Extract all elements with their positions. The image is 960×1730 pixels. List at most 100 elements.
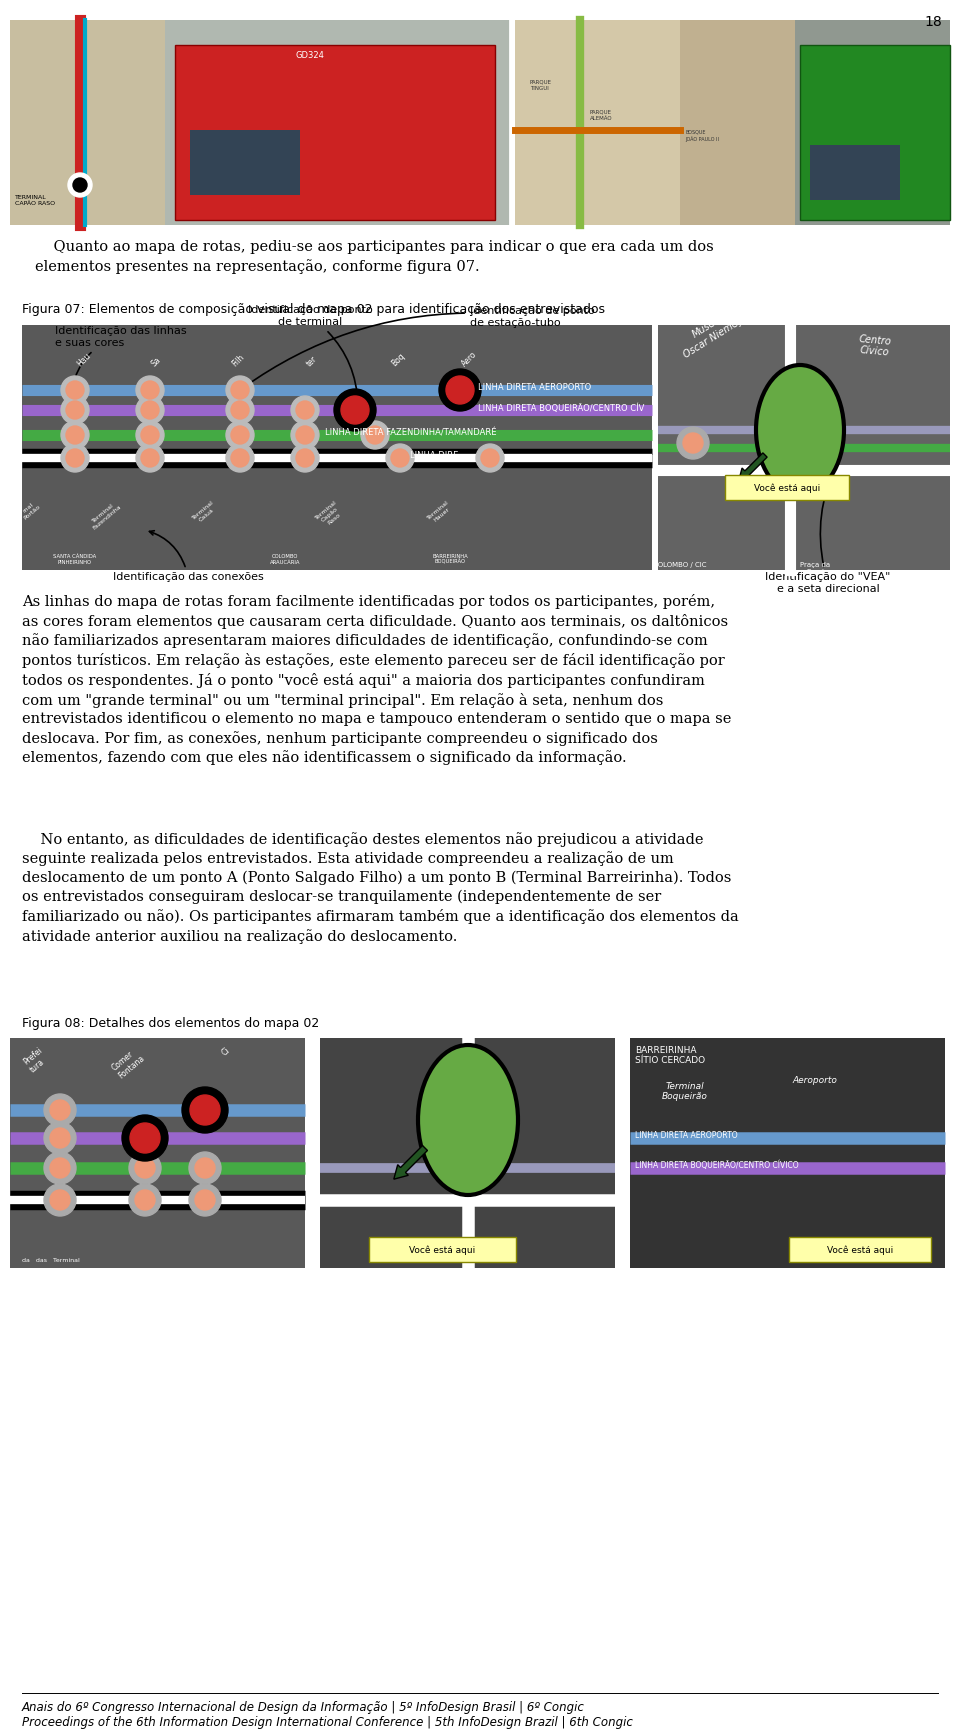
- Circle shape: [296, 401, 314, 419]
- Text: Prefei
tura: Prefei tura: [22, 1047, 51, 1074]
- Text: BARREIRINHA
BOQUEIRÃO: BARREIRINHA BOQUEIRÃO: [432, 554, 468, 566]
- Text: BOSQUE
JOÃO PAULO II: BOSQUE JOÃO PAULO II: [685, 130, 719, 142]
- Circle shape: [231, 426, 249, 445]
- Text: Figura 07: Elementos de composição visual do mapa 02 para identificação dos entr: Figura 07: Elementos de composição visua…: [22, 303, 605, 317]
- Circle shape: [476, 445, 504, 472]
- Circle shape: [135, 1190, 155, 1209]
- Text: rnal
Portão: rnal Portão: [19, 500, 41, 521]
- Text: PARQUE
ALEMÃO: PARQUE ALEMÃO: [590, 111, 612, 121]
- Circle shape: [386, 445, 414, 472]
- Bar: [795, 21, 950, 225]
- Circle shape: [136, 375, 164, 405]
- Circle shape: [73, 178, 87, 192]
- Text: Identificação das linhas
e suas cores: Identificação das linhas e suas cores: [55, 327, 186, 391]
- Text: Você está aqui: Você está aqui: [409, 1246, 475, 1254]
- Bar: [10, 21, 165, 225]
- Bar: [175, 45, 495, 220]
- Text: Identificação do "VEA"
e a seta direcional: Identificação do "VEA" e a seta direcion…: [765, 465, 891, 593]
- Circle shape: [141, 450, 159, 467]
- Text: Você está aqui: Você está aqui: [827, 1246, 893, 1254]
- Circle shape: [66, 381, 84, 400]
- Circle shape: [439, 368, 481, 412]
- Text: Centro
Cívico: Centro Cívico: [857, 334, 892, 358]
- FancyArrow shape: [738, 453, 767, 481]
- Circle shape: [195, 1157, 215, 1178]
- Circle shape: [291, 396, 319, 424]
- Circle shape: [190, 1095, 220, 1124]
- Text: Identificação das conexões: Identificação das conexões: [112, 531, 263, 581]
- Bar: [22, 325, 652, 569]
- Bar: [165, 21, 510, 225]
- Circle shape: [136, 396, 164, 424]
- Circle shape: [141, 381, 159, 400]
- Text: BARREIRINHA
SÍTIO CERCADO: BARREIRINHA SÍTIO CERCADO: [635, 1047, 706, 1066]
- Circle shape: [130, 1123, 160, 1152]
- Circle shape: [50, 1100, 70, 1119]
- Circle shape: [141, 401, 159, 419]
- Circle shape: [68, 173, 92, 197]
- Text: Aero: Aero: [460, 349, 479, 368]
- Text: LINHA DIRETA BOQUEIRÃO/CENTRO CÍVICO: LINHA DIRETA BOQUEIRÃO/CENTRO CÍVICO: [635, 1161, 799, 1169]
- Circle shape: [446, 375, 474, 405]
- Circle shape: [677, 427, 709, 458]
- Bar: [320, 1038, 615, 1268]
- Text: Figura 08: Detalhes dos elementos do mapa 02: Figura 08: Detalhes dos elementos do map…: [22, 1017, 320, 1029]
- Circle shape: [231, 381, 249, 400]
- Circle shape: [61, 420, 89, 450]
- Circle shape: [226, 396, 254, 424]
- Text: ter: ter: [305, 355, 319, 368]
- Text: Aeroporto: Aeroporto: [793, 1076, 837, 1085]
- Circle shape: [44, 1123, 76, 1154]
- Text: Você está aqui: Você está aqui: [754, 483, 820, 493]
- Circle shape: [189, 1183, 221, 1216]
- Circle shape: [226, 375, 254, 405]
- Circle shape: [366, 426, 384, 445]
- Circle shape: [481, 450, 499, 467]
- Text: Terminal
Hauer: Terminal Hauer: [426, 500, 454, 526]
- Circle shape: [61, 375, 89, 405]
- Ellipse shape: [418, 1045, 518, 1195]
- Circle shape: [136, 420, 164, 450]
- Text: LINHA DIRETA AEROPORTO: LINHA DIRETA AEROPORTO: [478, 384, 591, 393]
- FancyBboxPatch shape: [789, 1237, 931, 1261]
- Circle shape: [50, 1128, 70, 1149]
- Text: LINHA DIRETA AEROPORTO: LINHA DIRETA AEROPORTO: [635, 1130, 737, 1140]
- Bar: [680, 21, 795, 225]
- Text: PARQUE
TINGUI: PARQUE TINGUI: [530, 80, 552, 90]
- FancyBboxPatch shape: [369, 1237, 516, 1261]
- Circle shape: [296, 450, 314, 467]
- Circle shape: [44, 1093, 76, 1126]
- Circle shape: [135, 1157, 155, 1178]
- Text: Proceedings of the 6th Information Design International Conference | 5th InfoDes: Proceedings of the 6th Information Desig…: [22, 1716, 633, 1728]
- Circle shape: [50, 1190, 70, 1209]
- Text: Identificação de ponto
de terminal: Identificação de ponto de terminal: [248, 306, 372, 403]
- Text: COLOMBO / CIC: COLOMBO / CIC: [653, 562, 707, 567]
- Text: LINHA DIRE: LINHA DIRE: [410, 452, 458, 460]
- Circle shape: [231, 450, 249, 467]
- Text: Terminal
Boqueirão: Terminal Boqueirão: [662, 1081, 708, 1102]
- Text: Sa: Sa: [150, 355, 163, 368]
- Text: As linhas do mapa de rotas foram facilmente identificadas por todos os participa: As linhas do mapa de rotas foram facilme…: [22, 593, 732, 765]
- Text: Terminal
Fazendinha: Terminal Fazendinha: [88, 500, 122, 531]
- Bar: [810, 145, 900, 201]
- Circle shape: [50, 1157, 70, 1178]
- Text: Hau: Hau: [75, 351, 92, 368]
- Circle shape: [231, 401, 249, 419]
- Bar: [800, 45, 950, 220]
- Circle shape: [391, 450, 409, 467]
- Text: Ci: Ci: [220, 1047, 231, 1057]
- Bar: [658, 325, 950, 569]
- Circle shape: [66, 426, 84, 445]
- Circle shape: [291, 420, 319, 450]
- Circle shape: [122, 1116, 168, 1161]
- Circle shape: [226, 420, 254, 450]
- Circle shape: [61, 445, 89, 472]
- Text: Comer
Fontana: Comer Fontana: [110, 1047, 146, 1081]
- Circle shape: [129, 1183, 161, 1216]
- Text: Terminal
Caiuá: Terminal Caiuá: [191, 500, 219, 526]
- Text: Anais do 6º Congresso Internacional de Design da Informação | 5º InfoDesign Bras: Anais do 6º Congresso Internacional de D…: [22, 1701, 585, 1714]
- Circle shape: [44, 1152, 76, 1183]
- Circle shape: [291, 445, 319, 472]
- Ellipse shape: [756, 365, 844, 495]
- Bar: [515, 21, 680, 225]
